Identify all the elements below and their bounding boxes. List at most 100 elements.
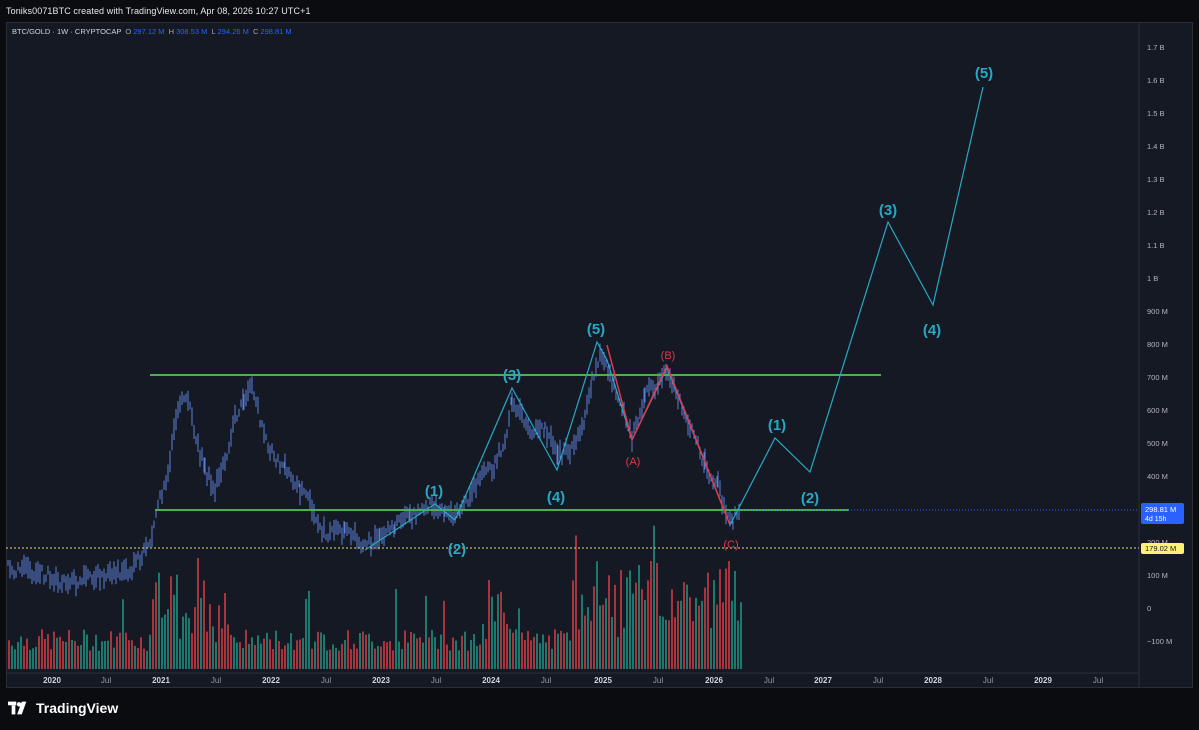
wave-label[interactable]: (5): [975, 65, 993, 82]
volume-bar: [392, 650, 394, 669]
price-tick: 1.2 B: [1147, 208, 1165, 217]
volume-bar: [296, 640, 298, 669]
corrective-wave-path[interactable]: [606, 344, 731, 526]
volume-bar: [680, 600, 682, 669]
volume-bar: [509, 628, 511, 669]
volume-bar: [398, 641, 400, 669]
volume-bar: [287, 643, 289, 669]
wave-label[interactable]: (4): [923, 322, 941, 339]
volume-bar: [413, 633, 415, 669]
wave-label[interactable]: (3): [503, 367, 521, 384]
tradingview-logo[interactable]: TradingView: [8, 700, 118, 716]
volume-bar: [299, 639, 301, 669]
volume-bar: [155, 582, 157, 669]
wave-label[interactable]: (3): [879, 202, 897, 219]
volume-bar: [452, 637, 454, 669]
volume-bar: [710, 627, 712, 669]
elliott-wave-path[interactable]: [364, 86, 984, 551]
volume-bar: [308, 590, 310, 669]
price-tick: 1.5 B: [1147, 109, 1165, 118]
volume-bar: [197, 557, 199, 669]
volume-bar: [350, 649, 352, 669]
volume-bar: [17, 641, 19, 669]
wave-label[interactable]: (4): [547, 489, 565, 506]
volume-bar: [329, 649, 331, 669]
volume-bar: [722, 602, 724, 669]
volume-bar: [305, 598, 307, 669]
price-tick: 1.1 B: [1147, 241, 1165, 250]
corrective-label[interactable]: (B): [661, 350, 676, 362]
volume-bar: [209, 604, 211, 669]
volume-bar: [596, 561, 598, 669]
wave-label[interactable]: (1): [425, 483, 443, 500]
volume-bar: [476, 645, 478, 669]
wave-label[interactable]: (5): [587, 321, 605, 338]
volume-bar: [161, 617, 163, 669]
chart-credit: Toniks0071BTC created with TradingView.c…: [6, 6, 311, 16]
high-label: H: [168, 27, 175, 36]
volume-bar: [443, 600, 445, 669]
time-axis-label: Jul: [983, 676, 993, 685]
volume-bar: [53, 631, 55, 669]
volume-bar: [44, 638, 46, 669]
price-tick: 1.3 B: [1147, 175, 1165, 184]
volume-bar: [182, 616, 184, 669]
symbol-name[interactable]: BTC/GOLD · 1W · CRYPTOCAP: [12, 27, 122, 36]
volume-bar: [179, 638, 181, 669]
volume-bar: [257, 635, 259, 669]
volume-bar: [212, 626, 214, 669]
time-axis-label: 2021: [152, 676, 170, 685]
volume-bar: [137, 647, 139, 669]
wave-label[interactable]: (2): [801, 490, 819, 507]
wave-label[interactable]: (1): [768, 417, 786, 434]
volume-bar: [701, 600, 703, 669]
volume-bar: [626, 577, 628, 669]
volume-bar: [563, 633, 565, 669]
volume-bar: [59, 636, 61, 669]
volume-bar: [608, 575, 610, 669]
volume-bar: [47, 633, 49, 669]
volume-bar: [218, 605, 220, 669]
corrective-label[interactable]: (C): [723, 539, 738, 551]
volume-bar: [419, 637, 421, 669]
time-axis-label: Jul: [1093, 676, 1103, 685]
volume-bar: [65, 641, 67, 669]
volume-bar: [455, 640, 457, 669]
volume-bar: [221, 628, 223, 669]
volume-bar: [80, 645, 82, 669]
volume-bar: [725, 568, 727, 669]
volume-bar: [683, 582, 685, 669]
volume-bar: [635, 582, 637, 669]
volume-bar: [527, 630, 529, 669]
volume-bar: [11, 645, 13, 669]
volume-bar: [530, 640, 532, 669]
volume-bar: [380, 646, 382, 669]
volume-bar: [56, 637, 58, 669]
volume-bar: [458, 650, 460, 669]
volume-bar: [674, 617, 676, 669]
volume-bar: [365, 634, 367, 669]
volume-bar: [104, 640, 106, 669]
volume-bar: [554, 629, 556, 669]
volume-bar: [374, 648, 376, 669]
volume-bar: [26, 638, 28, 669]
volume-bar: [473, 634, 475, 669]
last-price-value: 298.81 M: [1145, 505, 1176, 514]
wave-label[interactable]: (2): [448, 541, 466, 558]
volume-bar: [740, 602, 742, 669]
level-value: 179.02 M: [1145, 544, 1176, 553]
volume-bar: [536, 633, 538, 669]
open-value: 297.12 M: [133, 27, 165, 36]
time-axis-label: Jul: [321, 676, 331, 685]
price-tick: 1 B: [1147, 274, 1158, 283]
corrective-label[interactable]: (A): [626, 456, 641, 468]
volume-bar: [566, 632, 568, 669]
volume-bar: [539, 643, 541, 669]
volume-bar: [266, 632, 268, 669]
volume-bar: [650, 561, 652, 669]
volume-bar: [434, 637, 436, 669]
volume-bar: [173, 594, 175, 669]
volume-bar: [383, 641, 385, 669]
volume-bar: [335, 647, 337, 669]
volume-bar: [503, 612, 505, 669]
